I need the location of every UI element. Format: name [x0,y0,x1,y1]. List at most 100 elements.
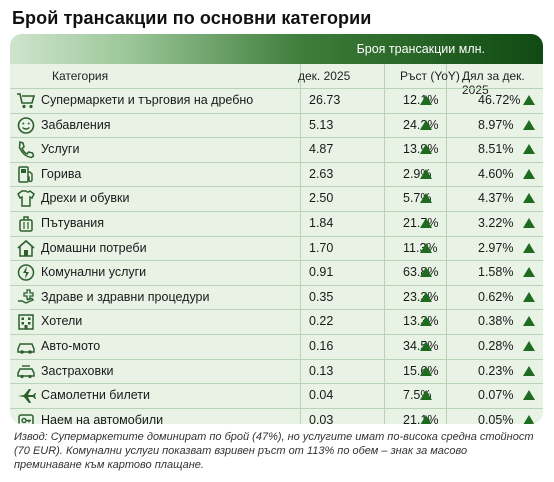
up-triangle-icon [420,144,432,155]
category-name: Наем на автомобили [41,412,164,424]
dec-value: 0.16 [309,338,334,353]
up-triangle-icon [523,95,535,105]
dec-value: 0.03 [309,412,334,424]
phone-icon [16,140,36,159]
share-value: 0.38% [478,314,514,329]
dec-value: 0.13 [309,363,334,378]
up-triangle-icon [420,316,432,327]
table-header-row: Категория дек. 2025 Ръст (YoY) Дял за де… [10,64,543,97]
category-name: Застраховки [41,363,114,378]
up-triangle-icon [523,217,535,228]
up-triangle-icon [523,119,535,130]
up-triangle-icon [420,340,432,351]
table-row: Пътувания 1.84 21.7% 3.22% [10,210,543,236]
table-row: Комунални услуги 0.91 63.8% 1.58% [10,260,543,285]
dec-value: 26.73 [309,93,341,107]
banner-label: Броя трансакции млн. [356,42,485,56]
table-row: Наем на автомобили 0.03 21.1% 0.05% [10,407,543,424]
dec-value: 4.87 [309,142,334,157]
category-name: Супермаркети и търговия на дребно [41,93,254,107]
dec-value: 1.84 [309,215,334,230]
category-name: Хотели [41,314,83,329]
transactions-table: Броя трансакции млн. Категория дек. 2025… [10,34,543,424]
column-divider [300,64,301,424]
table-row: Здраве и здравни процедури 0.35 23.3% 0.62% [10,284,543,310]
dec-value: 0.04 [309,388,334,403]
house-icon [16,239,36,258]
up-triangle-icon [420,168,432,179]
dec-value: 0.91 [309,265,334,280]
up-triangle-icon [523,168,535,179]
table-row: Услуги 4.87 13.9% 8.51% [10,137,543,162]
health-hand-icon [16,288,36,307]
share-value: 8.51% [478,142,514,157]
insurance-car-icon [16,362,36,381]
table-row: Горива 2.63 2.9% 4.60% [10,161,543,187]
up-triangle-icon [420,365,432,376]
share-value: 0.62% [478,289,514,304]
table-row: Застраховки 0.13 15.6% 0.23% [10,358,543,384]
table-row: Авто-мото 0.16 34.5% 0.28% [10,333,543,359]
column-divider [384,64,385,424]
up-triangle-icon [420,390,432,401]
table-row: Дрехи и обувки 2.50 5.7% 4.37% [10,186,543,211]
lightning-icon [16,263,36,282]
share-value: 4.60% [478,166,514,181]
table-row: Самолетни билети 0.04 7.5% 0.07% [10,383,543,408]
up-triangle-icon [523,291,535,302]
table-body: Супермаркети и търговия на дребно 26.73 12… [10,88,543,424]
table-row: Супермаркети и търговия на дребно 26.73 12… [10,88,543,113]
header-dec: дек. 2025 [298,69,351,83]
share-value: 46.72% [478,93,521,107]
conclusion-note: Извод: Супермаркетите доминират по брой … [14,431,534,471]
table-row: Забавления 5.13 24.2% 8.97% [10,112,543,138]
page-title: Брой трансакции по основни категории [12,8,372,28]
category-name: Забавления [41,117,111,132]
category-name: Горива [41,166,82,181]
dec-value: 0.22 [309,314,334,329]
luggage-icon [16,214,36,233]
car-icon [16,337,36,356]
share-value: 3.22% [478,215,514,230]
hotel-icon [16,312,36,331]
car-key-icon [16,411,36,424]
up-triangle-icon [420,193,432,204]
category-name: Авто-мото [41,338,101,353]
dec-value: 1.70 [309,240,334,255]
category-name: Здраве и здравни процедури [41,289,210,304]
shirt-icon [16,189,36,208]
dec-value: 2.63 [309,166,334,181]
dec-value: 0.35 [309,289,334,304]
share-value: 1.58% [478,265,514,280]
up-triangle-icon [523,316,535,327]
up-triangle-icon [523,340,535,351]
dec-value: 5.13 [309,117,334,132]
up-triangle-icon [420,95,432,105]
category-name: Пътувания [41,215,105,230]
category-name: Комунални услуги [41,265,147,280]
category-name: Дрехи и обувки [41,191,130,206]
up-triangle-icon [523,144,535,155]
header-growth: Ръст (YoY) [400,69,460,83]
table-row: Домашни потреби 1.70 11.3% 2.97% [10,235,543,261]
share-value: 0.28% [478,338,514,353]
up-triangle-icon [420,291,432,302]
share-value: 0.23% [478,363,514,378]
fuel-pump-icon [16,165,36,184]
column-divider [446,64,447,424]
up-triangle-icon [523,414,535,424]
share-value: 4.37% [478,191,514,206]
up-triangle-icon [523,193,535,204]
category-name: Услуги [41,142,80,157]
up-triangle-icon [420,119,432,130]
up-triangle-icon [420,267,432,278]
smile-icon [16,116,36,135]
share-value: 0.05% [478,412,514,424]
up-triangle-icon [420,414,432,424]
share-value: 8.97% [478,117,514,132]
airplane-icon [16,386,36,405]
up-triangle-icon [523,365,535,376]
dec-value: 2.50 [309,191,334,206]
category-name: Самолетни билети [41,388,150,403]
up-triangle-icon [523,242,535,253]
